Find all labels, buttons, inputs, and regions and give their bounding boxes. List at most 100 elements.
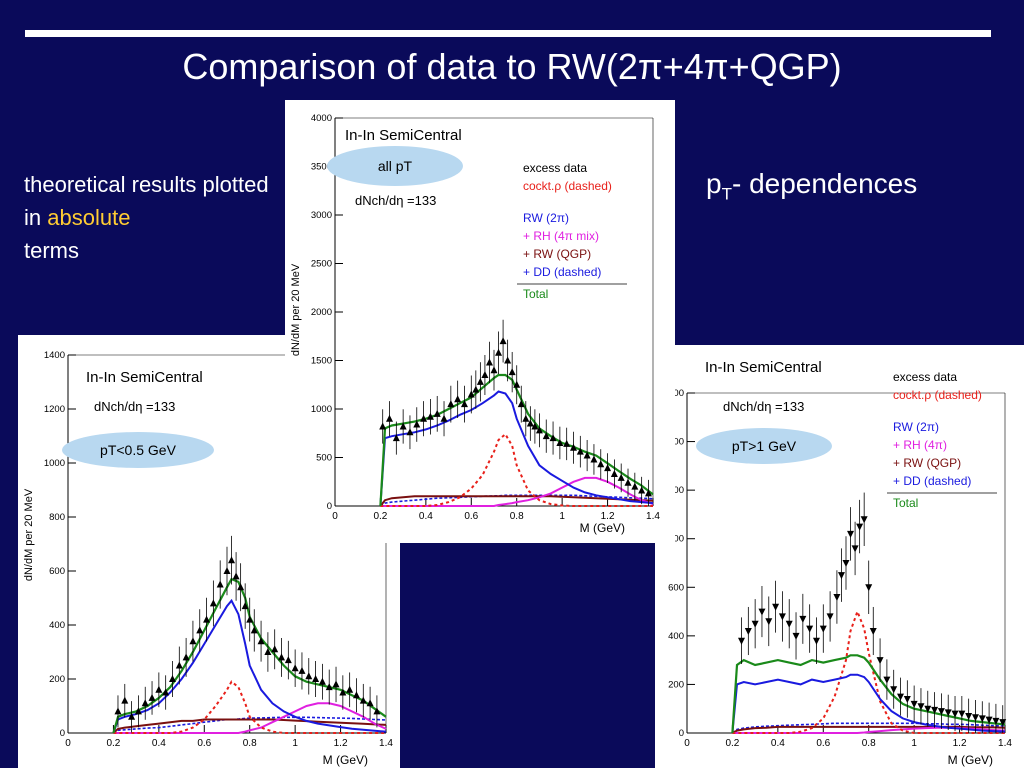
data-point bbox=[856, 523, 864, 531]
bubble-label: all pT bbox=[378, 158, 413, 174]
data-point bbox=[738, 637, 746, 645]
title-rule bbox=[25, 30, 991, 37]
y-tick-label: 1500 bbox=[311, 356, 332, 367]
series-line-qgp bbox=[112, 718, 387, 734]
data-point bbox=[318, 677, 326, 685]
chart-svg-low-pt: 0 0.2 0.4 0.6 0.8 1 1.2 1.4 0 200 400 600 800 1000 120… bbox=[23, 350, 393, 767]
data-point bbox=[379, 422, 387, 430]
data-point bbox=[513, 380, 521, 388]
x-axis-label: M (GeV) bbox=[580, 521, 625, 535]
data-point bbox=[897, 693, 905, 701]
data-point bbox=[264, 648, 272, 655]
chart-svg-all-pt: 0 0.2 0.4 0.6 0.8 1 1.2 1.4 0 500 1000 1500 2000 2500… bbox=[290, 113, 660, 535]
data-point bbox=[271, 645, 279, 653]
data-point bbox=[447, 400, 455, 408]
data-point bbox=[454, 395, 462, 403]
data-point bbox=[232, 572, 240, 580]
y-tick-label: 2500 bbox=[311, 259, 332, 270]
data-point bbox=[522, 414, 530, 422]
data-point bbox=[312, 675, 320, 682]
data-point bbox=[246, 615, 254, 623]
data-point bbox=[196, 626, 204, 634]
data-point bbox=[851, 545, 859, 553]
data-point bbox=[924, 705, 932, 713]
x-tick-label: 0 bbox=[684, 738, 690, 749]
data-point bbox=[426, 412, 434, 420]
data-point bbox=[175, 661, 183, 669]
data-point bbox=[778, 613, 786, 621]
data-point bbox=[631, 482, 639, 490]
data-point bbox=[467, 390, 475, 398]
data-point bbox=[785, 620, 793, 628]
data-point bbox=[992, 717, 1000, 725]
data-point bbox=[420, 414, 428, 422]
data-point bbox=[216, 580, 224, 588]
x-tick-label: 1.4 bbox=[998, 738, 1012, 749]
data-point bbox=[772, 603, 780, 611]
data-point bbox=[526, 419, 534, 427]
data-point bbox=[890, 686, 898, 694]
legend-entry: + DD (dashed) bbox=[893, 474, 971, 488]
data-point bbox=[325, 683, 333, 691]
data-point bbox=[134, 707, 142, 715]
data-point bbox=[485, 358, 493, 366]
data-point bbox=[556, 438, 564, 446]
data-point bbox=[373, 707, 381, 715]
data-point bbox=[876, 657, 884, 665]
data-point bbox=[910, 700, 918, 708]
data-point bbox=[751, 620, 759, 628]
data-point bbox=[352, 691, 360, 699]
data-point bbox=[155, 685, 163, 693]
data-point bbox=[413, 420, 421, 428]
series-line-qgp bbox=[379, 495, 654, 507]
data-point bbox=[284, 656, 292, 664]
data-point bbox=[392, 434, 400, 442]
x-axis-label: M (GeV) bbox=[323, 753, 368, 767]
y-tick-label: 400 bbox=[49, 620, 65, 631]
series-line-rw2pi bbox=[731, 673, 1006, 734]
bubble-background bbox=[696, 428, 832, 464]
x-tick-label: 0.4 bbox=[771, 738, 785, 749]
x-tick-label: 0.4 bbox=[152, 738, 166, 749]
y-tick-label: 200 bbox=[49, 674, 65, 685]
data-point bbox=[472, 385, 480, 393]
data-point bbox=[495, 348, 503, 356]
data-point bbox=[535, 426, 543, 434]
data-point bbox=[583, 451, 591, 459]
multiplicity-text: dNch/dη =133 bbox=[94, 399, 175, 414]
data-point bbox=[624, 478, 632, 486]
legend-entry: excess data bbox=[893, 370, 957, 384]
x-tick-label: 0.6 bbox=[816, 738, 830, 749]
x-tick-label: 1 bbox=[292, 738, 298, 749]
x-tick-label: 0.8 bbox=[243, 738, 257, 749]
pt-label-main: p bbox=[706, 168, 722, 199]
series-line-total bbox=[731, 654, 1006, 734]
data-point bbox=[937, 708, 945, 716]
data-point bbox=[460, 400, 468, 408]
data-point bbox=[563, 439, 571, 447]
data-point bbox=[128, 712, 136, 720]
y-axis-label: dN/dM per 20 MeV bbox=[23, 488, 35, 581]
data-point bbox=[644, 489, 652, 497]
x-tick-label: 0.2 bbox=[725, 738, 739, 749]
y-tick-label: 3000 bbox=[311, 210, 332, 221]
data-point bbox=[610, 469, 618, 477]
chart-panel-all-pt: 0 0.2 0.4 0.6 0.8 1 1.2 1.4 0 500 1000 1500 2000 2500… bbox=[285, 100, 675, 543]
data-point bbox=[209, 599, 217, 607]
data-point bbox=[399, 422, 407, 430]
data-point bbox=[590, 455, 598, 463]
bubble-label: pT<0.5 GeV bbox=[100, 442, 177, 458]
note-suffix: terms bbox=[24, 238, 79, 263]
legend-entry: RW (2π) bbox=[523, 211, 569, 225]
data-point bbox=[440, 414, 448, 422]
x-tick-label: 1.2 bbox=[601, 511, 615, 522]
series-line-rh4pi bbox=[113, 702, 387, 734]
data-point bbox=[799, 615, 807, 623]
series-line-rw2pi bbox=[112, 598, 387, 734]
chart-header: In-In SemiCentral bbox=[86, 369, 203, 386]
data-point bbox=[744, 628, 752, 635]
legend-entry: + RH (4π) bbox=[893, 438, 947, 452]
data-point bbox=[433, 409, 441, 417]
y-tick-label: 200 bbox=[668, 679, 684, 690]
data-point bbox=[765, 618, 773, 626]
